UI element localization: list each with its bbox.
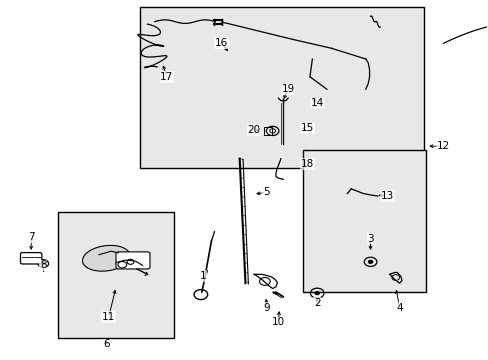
Text: 12: 12 (436, 141, 449, 151)
Text: 19: 19 (281, 84, 294, 94)
Text: 16: 16 (215, 38, 228, 48)
Text: 20: 20 (247, 125, 260, 135)
Text: 2: 2 (313, 298, 320, 308)
FancyBboxPatch shape (116, 252, 150, 269)
Text: 4: 4 (395, 303, 402, 313)
Text: 1: 1 (200, 271, 206, 281)
Text: 10: 10 (271, 317, 285, 327)
Text: 6: 6 (103, 339, 109, 350)
Text: 18: 18 (300, 159, 313, 169)
Text: 5: 5 (263, 188, 269, 197)
Text: 8: 8 (40, 260, 46, 270)
Text: 3: 3 (366, 234, 373, 244)
Bar (264, 127, 271, 135)
Text: 7: 7 (28, 232, 35, 242)
Bar (140, 8, 423, 167)
Circle shape (314, 291, 319, 295)
Bar (302, 150, 426, 292)
Text: 11: 11 (102, 312, 115, 322)
Text: 9: 9 (263, 303, 269, 313)
Ellipse shape (82, 246, 130, 271)
Circle shape (367, 260, 372, 264)
Text: 14: 14 (310, 99, 323, 108)
Text: 15: 15 (300, 123, 313, 134)
Text: 17: 17 (160, 72, 173, 82)
Text: 13: 13 (380, 191, 393, 201)
Bar (58, 212, 174, 338)
FancyBboxPatch shape (20, 253, 42, 264)
Circle shape (41, 262, 45, 265)
